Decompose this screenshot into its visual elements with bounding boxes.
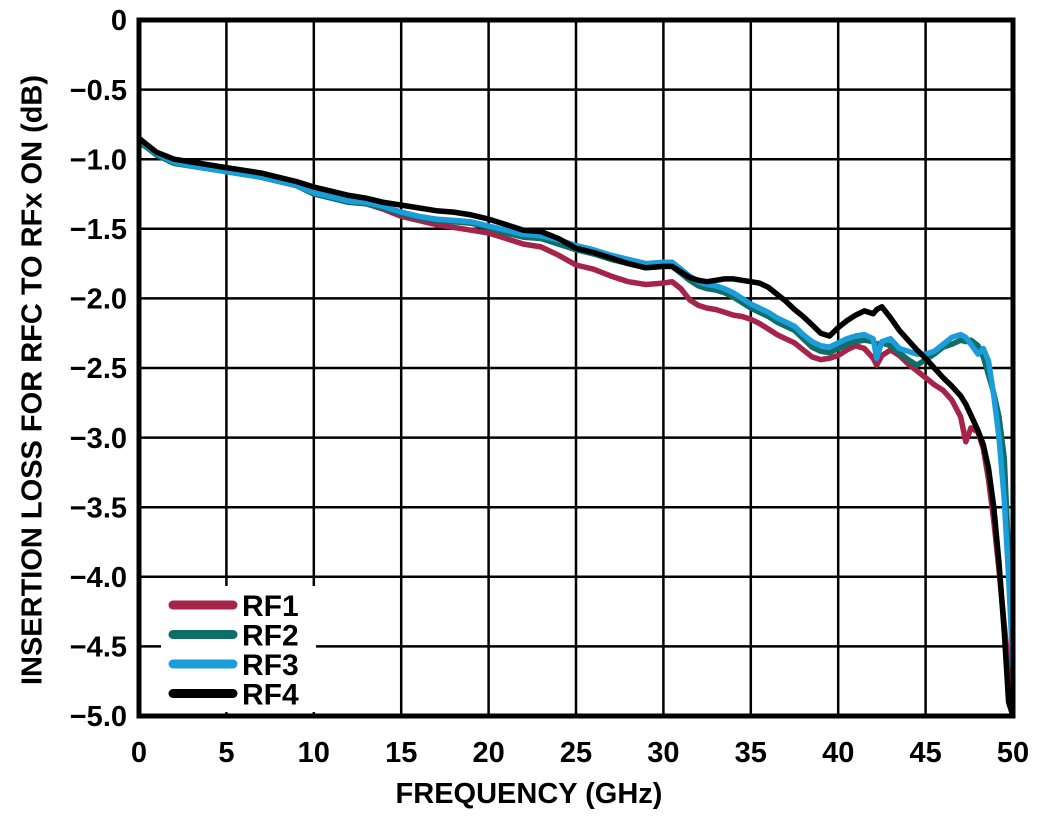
legend-label-RF2: RF2 [242, 620, 299, 653]
x-tick-label: 25 [560, 737, 592, 769]
x-tick-label: 50 [997, 737, 1029, 769]
y-tick-label: −2.0 [70, 284, 127, 316]
x-tick-label: 5 [218, 737, 234, 769]
legend-label-RF1: RF1 [242, 590, 299, 623]
series-lines [139, 135, 1013, 716]
y-tick-label: −1.0 [70, 144, 127, 176]
x-tick-label: 20 [472, 737, 504, 769]
x-tick-label: 10 [298, 737, 330, 769]
y-tick-labels: 0 −0.5 −1.0 −1.5 −2.0 −2.5 −3.0 −3.5 −4.0 −4.5 −5.… [70, 5, 127, 733]
y-tick-label: −5.0 [70, 701, 127, 733]
y-tick-label: −2.5 [70, 353, 127, 385]
y-tick-label: −3.0 [70, 423, 127, 455]
y-tick-label: −0.5 [70, 75, 127, 107]
legend-label-RF3: RF3 [242, 649, 299, 682]
x-axis-title: FREQUENCY (GHz) [395, 778, 663, 810]
x-tick-label: 40 [822, 737, 854, 769]
x-tick-label: 35 [735, 737, 767, 769]
x-tick-label: 0 [131, 737, 147, 769]
series-line-RF3 [139, 136, 1013, 671]
plot-frame [136, 17, 1016, 719]
legend-label-RF4: RF4 [242, 679, 299, 712]
x-tick-labels: 0 5 10 15 20 25 30 35 40 45 50 [131, 737, 1029, 769]
y-tick-label: −4.0 [70, 562, 127, 594]
y-tick-label: −4.5 [70, 632, 127, 664]
y-tick-label: −1.5 [70, 214, 127, 246]
x-tick-label: 30 [647, 737, 679, 769]
x-tick-label: 45 [909, 737, 941, 769]
x-tick-label: 15 [385, 737, 417, 769]
y-tick-label: −3.5 [70, 492, 127, 524]
series-line-RF4 [139, 135, 1013, 716]
y-tick-label: 0 [111, 5, 127, 37]
